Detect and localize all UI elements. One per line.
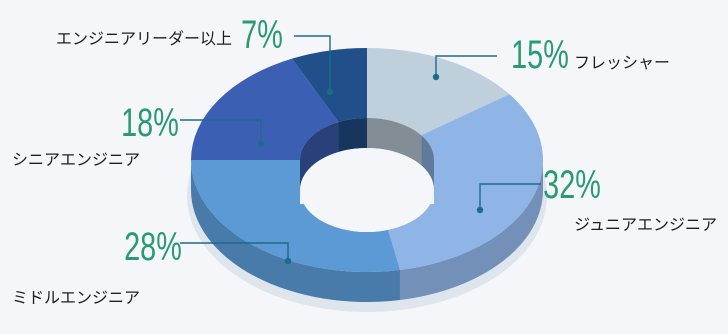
leader-dot-2 <box>476 206 484 214</box>
slice-category-label-1: フレッシャー <box>574 53 670 72</box>
slice-percent-label-2: 32% <box>543 162 601 207</box>
leader-dot-3 <box>284 257 292 265</box>
slice-hole-wall-2-0 <box>421 135 434 190</box>
leader-line-1 <box>435 55 497 77</box>
slice-side-wall-3 <box>191 160 400 303</box>
slice-2 <box>379 94 544 271</box>
slice-category-label-4: シニアエンジニア <box>12 150 140 169</box>
slice-side-wall-2 <box>399 160 543 301</box>
slice-4 <box>191 58 339 160</box>
slice-percent-label-4: 18% <box>121 100 179 145</box>
leader-line-2 <box>479 183 541 210</box>
slice-1 <box>367 48 510 136</box>
hole-floor-ellipse <box>300 148 434 232</box>
leader-line-4 <box>180 119 262 144</box>
slice-hole-wall-5-0 <box>338 118 367 152</box>
leader-line-5 <box>294 35 331 92</box>
leader-dot-1 <box>432 73 440 81</box>
leader-dot-4 <box>257 140 265 148</box>
slice-percent-label-1: 15% <box>511 32 569 77</box>
slice-category-label-2: ジュニアエンジニア <box>574 215 717 234</box>
leader-line-3 <box>180 242 289 261</box>
leader-dot-5 <box>326 88 334 96</box>
slice-category-label-3: ミドルエンジニア <box>12 288 140 307</box>
slice-category-label-5: エンジニアリーダー以上 <box>56 29 232 48</box>
slice-hole-wall-4-0 <box>300 122 339 190</box>
slice-percent-label-3: 28% <box>124 224 182 269</box>
slice-hole-wall-1-0 <box>367 118 422 166</box>
slice-percent-label-5: 7% <box>241 12 283 57</box>
slice-3 <box>191 160 400 273</box>
